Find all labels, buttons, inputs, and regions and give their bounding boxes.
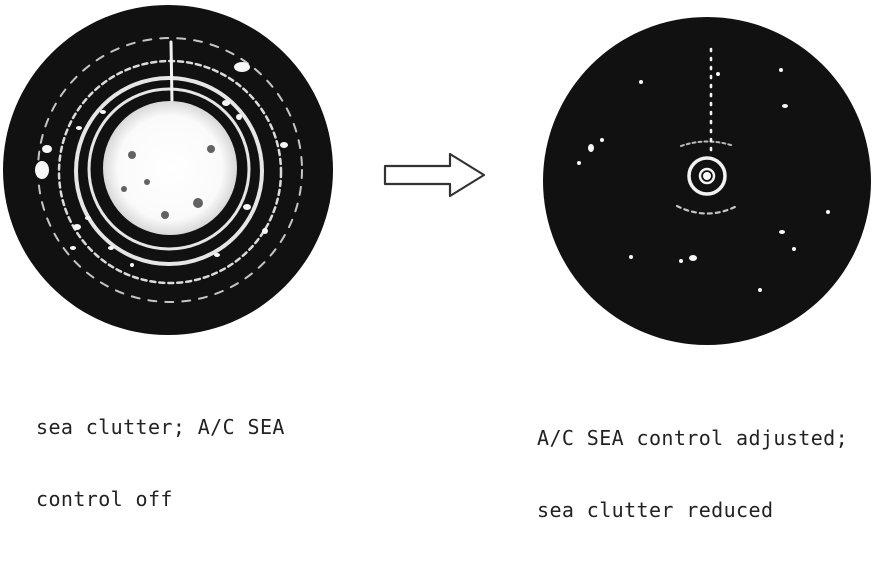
right-caption-line-1: A/C SEA control adjusted;: [537, 426, 848, 450]
right-radar-display: [543, 17, 871, 345]
radar-comparison-diagram: sea clutter; A/C SEA control off A/C SEA…: [0, 0, 875, 435]
right-caption-line-2: sea clutter reduced: [537, 498, 848, 522]
left-caption-line-1: sea clutter; A/C SEA: [36, 415, 285, 439]
left-radar-display: [3, 5, 333, 335]
left-heading-line: [171, 42, 172, 103]
left-caption-line-2: control off: [36, 487, 285, 511]
transition-arrow: [385, 154, 484, 196]
left-central-clutter: [103, 101, 237, 235]
right-radar-disc: [543, 17, 871, 345]
left-caption: sea clutter; A/C SEA control off: [36, 367, 285, 559]
right-own-ship: [703, 172, 711, 180]
right-caption: A/C SEA control adjusted; sea clutter re…: [537, 378, 848, 570]
